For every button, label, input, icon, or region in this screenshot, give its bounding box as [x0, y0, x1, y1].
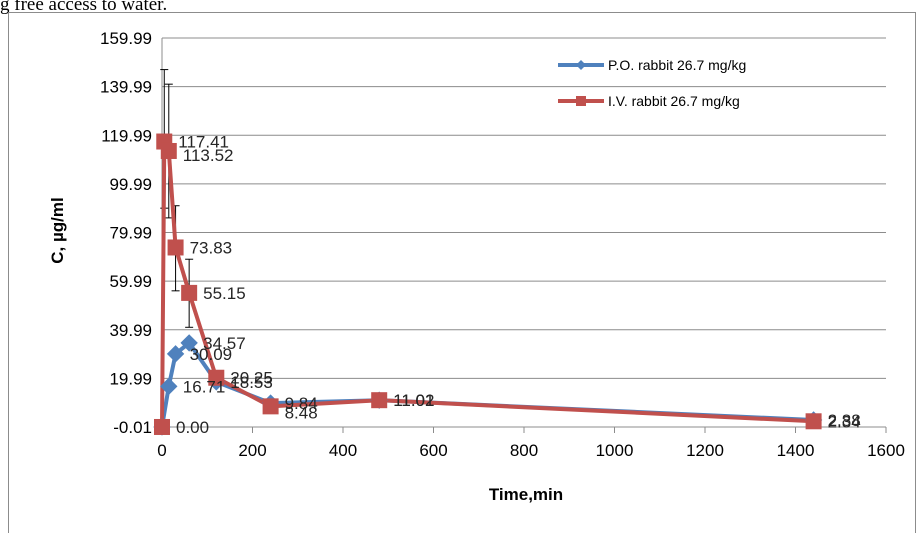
y-tick-label: 139.99 — [100, 78, 152, 97]
y-tick-label: 79.99 — [109, 224, 152, 243]
iv-data-label: 117.41 — [178, 133, 229, 152]
x-tick-label: 600 — [419, 441, 447, 460]
legend-label-iv: I.V. rabbit 26.7 mg/kg — [608, 93, 740, 109]
y-tick-label: 39.99 — [109, 321, 152, 340]
iv-point — [208, 369, 225, 386]
po-data-label: 34.57 — [203, 334, 246, 353]
po-data-label: 9.84 — [285, 394, 318, 413]
iv-data-label: 55.15 — [203, 284, 246, 303]
iv-data-label: 2.34 — [828, 412, 861, 431]
iv-point — [805, 413, 822, 430]
x-tick-label: 1400 — [777, 441, 815, 460]
po-data-label: 30.09 — [190, 345, 233, 364]
x-tick-label: 1200 — [686, 441, 724, 460]
x-tick-label: 200 — [238, 441, 266, 460]
y-tick-label: 59.99 — [109, 272, 152, 291]
iv-point — [181, 284, 198, 301]
po-data-label: 2.88 — [828, 411, 861, 430]
x-tick-label: 1600 — [867, 441, 905, 460]
x-tick-label: 0 — [157, 441, 166, 460]
y-tick-label: 159.99 — [100, 29, 152, 48]
iv-data-label: 11.02 — [393, 391, 434, 410]
legend-label-po: P.O. rabbit 26.7 mg/kg — [608, 57, 746, 73]
iv-data-label: 20.25 — [230, 369, 273, 388]
y-tick-label: -0.01 — [113, 418, 152, 437]
po-point — [166, 345, 185, 363]
po-data-label: 18.53 — [230, 373, 273, 392]
po-point — [160, 377, 178, 396]
iv-point — [167, 239, 184, 256]
legend: P.O. rabbit 26.7 mg/kg I.V. rabbit 26.7 m… — [558, 57, 746, 109]
series-layer — [153, 69, 823, 436]
iv-point — [154, 418, 170, 435]
po-point — [180, 334, 198, 352]
y-axis-title: C, µg/ml — [48, 197, 67, 263]
x-tick-label: 800 — [510, 441, 538, 460]
x-tick-label: 400 — [329, 441, 357, 460]
gridlines — [162, 37, 886, 379]
legend-marker-po — [576, 60, 586, 70]
y-tick-label: 99.99 — [109, 175, 152, 194]
po-data-label: 16.71 — [183, 377, 226, 396]
axes: -0.01 19.99 39.99 59.99 79.99 99.99 119.99 139.… — [48, 29, 905, 504]
iv-data-label: 113.52 — [183, 146, 234, 165]
y-tick-label: 19.99 — [109, 369, 152, 388]
iv-point — [160, 142, 177, 159]
y-tick-label: 119.99 — [101, 126, 152, 145]
iv-data-label: 8.48 — [285, 403, 318, 422]
x-axis-title: Time,min — [489, 485, 563, 504]
iv-point — [262, 398, 279, 415]
iv-data-label: 0.00 — [176, 418, 209, 437]
page-text-fragment: g free access to water. — [0, 0, 168, 15]
iv-data-label: 73.83 — [190, 238, 233, 257]
legend-marker-iv — [576, 96, 586, 106]
chart-frame — [8, 12, 916, 533]
iv-point — [371, 392, 388, 409]
x-tick-label: 1000 — [596, 441, 634, 460]
po-data-label: 11.01 — [393, 391, 434, 410]
